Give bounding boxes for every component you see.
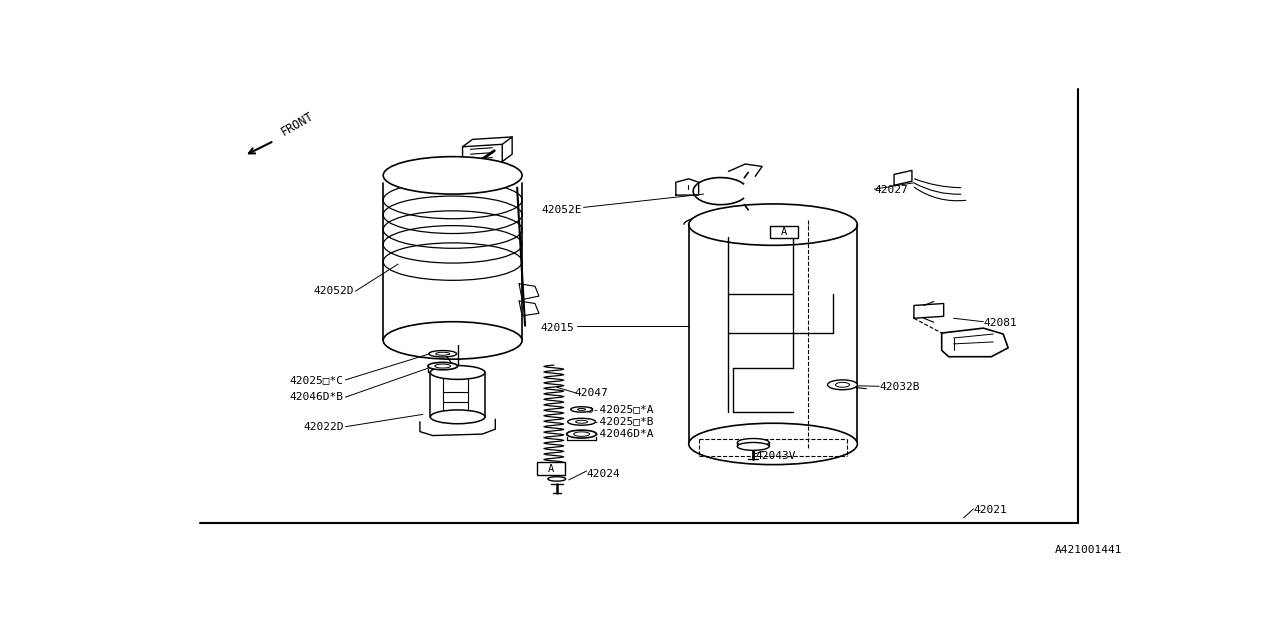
Text: 42052D: 42052D: [312, 286, 353, 296]
Bar: [771, 226, 797, 239]
Ellipse shape: [428, 362, 458, 370]
Text: 42027: 42027: [874, 185, 908, 195]
Text: ⊙-42025□*B: ⊙-42025□*B: [586, 417, 654, 427]
Text: 42022D: 42022D: [303, 422, 343, 432]
Text: A421001441: A421001441: [1055, 545, 1123, 555]
Bar: [538, 462, 564, 475]
Ellipse shape: [689, 204, 858, 245]
Ellipse shape: [571, 407, 593, 412]
Text: 42047: 42047: [575, 388, 608, 398]
Text: 42081: 42081: [983, 318, 1018, 328]
Text: 42025□*C: 42025□*C: [289, 375, 343, 385]
Text: ⊙-42046D*A: ⊙-42046D*A: [586, 429, 654, 439]
Ellipse shape: [430, 365, 485, 380]
Ellipse shape: [548, 477, 566, 481]
Text: 42032B: 42032B: [879, 382, 920, 392]
Text: A: A: [548, 463, 554, 474]
Ellipse shape: [689, 423, 858, 465]
Ellipse shape: [383, 322, 522, 359]
Text: A: A: [781, 227, 787, 237]
Text: 42024: 42024: [586, 468, 621, 479]
Text: 42021: 42021: [973, 506, 1007, 515]
Ellipse shape: [567, 430, 596, 438]
Text: ⊙-42025□*A: ⊙-42025□*A: [586, 404, 654, 415]
Ellipse shape: [430, 410, 485, 424]
Text: 42015: 42015: [541, 323, 575, 333]
Text: 42043V: 42043V: [755, 451, 796, 461]
Ellipse shape: [568, 419, 595, 425]
Ellipse shape: [737, 442, 769, 451]
Ellipse shape: [737, 438, 769, 447]
Text: 42046D*B: 42046D*B: [289, 392, 343, 402]
Ellipse shape: [828, 380, 858, 390]
Ellipse shape: [429, 351, 457, 357]
Ellipse shape: [383, 157, 522, 194]
Text: 42052E: 42052E: [541, 205, 581, 215]
Text: FRONT: FRONT: [279, 109, 316, 138]
